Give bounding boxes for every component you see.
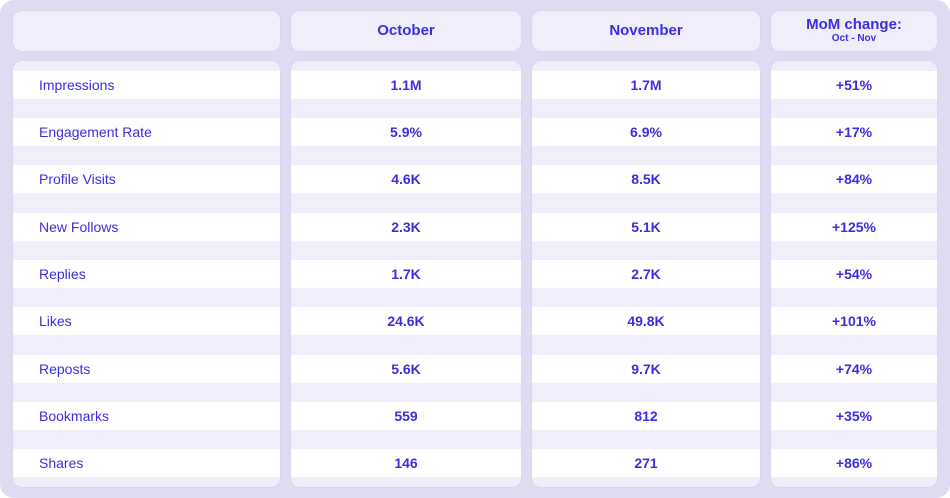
- metric-value-november: 812: [532, 401, 760, 430]
- metric-value-november: 2.7K: [532, 259, 760, 288]
- metric-value-october: 1.1M: [291, 70, 521, 99]
- metric-value-november: 9.7K: [532, 354, 760, 383]
- metric-value-mom: +101%: [771, 307, 937, 336]
- metric-value-mom: +35%: [771, 401, 937, 430]
- metric-value-mom: +51%: [771, 70, 937, 99]
- metric-label: Bookmarks: [13, 401, 280, 430]
- metric-label: Profile Visits: [13, 165, 280, 194]
- metric-value-mom: +84%: [771, 165, 937, 194]
- metric-label: Impressions: [13, 70, 280, 99]
- column-november-values: 1.7M 6.9% 8.5K 5.1K 2.7K 49.8K 9.7K 812 271: [531, 60, 761, 488]
- metric-value-november: 49.8K: [532, 307, 760, 336]
- metric-label: Shares: [13, 449, 280, 478]
- column-header-blank: [12, 10, 281, 52]
- column-header-november: November: [531, 10, 761, 52]
- metric-value-november: 1.7M: [532, 70, 760, 99]
- mom-change-title: MoM change:: [806, 16, 902, 34]
- table-body-row: Impressions Engagement Rate Profile Visits…: [12, 60, 938, 488]
- metric-label: New Follows: [13, 212, 280, 241]
- column-mom-values: +51% +17% +84% +125% +54% +101% +74% +35% +86%: [770, 60, 938, 488]
- metric-value-november: 6.9%: [532, 117, 760, 146]
- metric-value-mom: +17%: [771, 117, 937, 146]
- metric-value-november: 5.1K: [532, 212, 760, 241]
- metric-value-october: 4.6K: [291, 165, 521, 194]
- metric-value-mom: +86%: [771, 449, 937, 478]
- metric-value-november: 8.5K: [532, 165, 760, 194]
- metric-value-october: 5.9%: [291, 117, 521, 146]
- metric-value-october: 24.6K: [291, 307, 521, 336]
- metric-value-mom: +54%: [771, 259, 937, 288]
- metric-value-october: 1.7K: [291, 259, 521, 288]
- mom-change-subtitle: Oct - Nov: [831, 33, 877, 45]
- column-metric-labels: Impressions Engagement Rate Profile Visits…: [12, 60, 281, 488]
- column-october-values: 1.1M 5.9% 4.6K 2.3K 1.7K 24.6K 5.6K 559 146: [290, 60, 522, 488]
- metric-value-november: 271: [532, 449, 760, 478]
- table-header-row: October November MoM change: Oct - Nov: [12, 10, 938, 52]
- metric-value-october: 146: [291, 449, 521, 478]
- metric-value-mom: +74%: [771, 354, 937, 383]
- metric-label: Engagement Rate: [13, 117, 280, 146]
- metric-label: Reposts: [13, 354, 280, 383]
- metric-label: Replies: [13, 259, 280, 288]
- metric-value-october: 5.6K: [291, 354, 521, 383]
- metric-label: Likes: [13, 307, 280, 336]
- metric-value-mom: +125%: [771, 212, 937, 241]
- column-header-mom-change: MoM change: Oct - Nov: [770, 10, 938, 52]
- metric-value-october: 2.3K: [291, 212, 521, 241]
- column-header-october: October: [290, 10, 522, 52]
- metric-value-october: 559: [291, 401, 521, 430]
